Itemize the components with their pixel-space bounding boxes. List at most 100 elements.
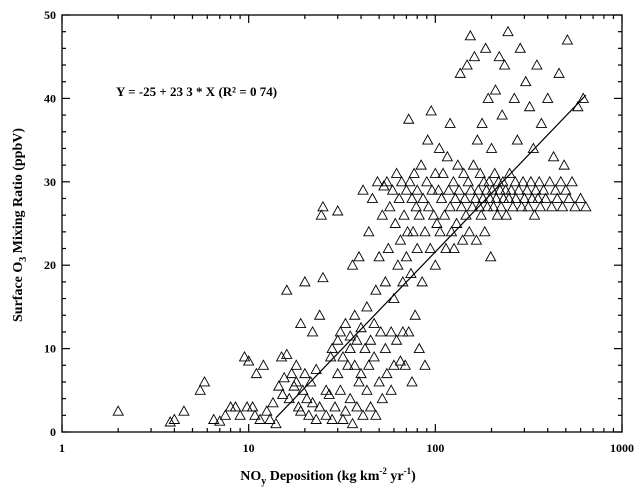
data-point (513, 184, 525, 195)
data-point (437, 167, 449, 178)
plot-frame (61, 14, 623, 433)
data-point (229, 401, 242, 412)
data-point (317, 271, 329, 283)
data-point (488, 167, 501, 178)
data-point (539, 192, 552, 203)
data-point (383, 200, 396, 212)
data-point (468, 50, 481, 62)
data-point (297, 384, 309, 395)
data-point (523, 100, 536, 112)
data-point (522, 200, 535, 212)
data-point (334, 384, 347, 395)
data-point (505, 184, 517, 195)
data-point (566, 175, 578, 187)
data-point (373, 376, 385, 387)
data-point (464, 29, 477, 41)
data-point (483, 175, 495, 187)
data-point (416, 275, 428, 287)
x-axis-label: NOy Deposition (kg km-2 yr-1) (240, 466, 416, 487)
data-point (242, 355, 255, 366)
data-point (469, 192, 482, 203)
data-point (491, 209, 504, 220)
data-point (534, 200, 547, 212)
data-point (514, 42, 527, 53)
data-point (294, 405, 307, 416)
data-point (551, 192, 564, 203)
data-point (508, 92, 521, 103)
data-point (373, 250, 385, 262)
data-point (537, 184, 550, 195)
data-point (569, 200, 581, 212)
data-point (555, 175, 567, 187)
data-point (368, 317, 380, 329)
data-point (497, 175, 509, 187)
data-point (510, 192, 522, 203)
data-point (498, 59, 511, 70)
data-point (257, 359, 270, 370)
data-point (249, 409, 261, 420)
data-point (560, 184, 572, 195)
data-point (370, 409, 382, 420)
data-point (484, 250, 497, 262)
data-point (460, 209, 472, 220)
data-point (219, 409, 232, 420)
data-point (194, 384, 206, 395)
data-point (331, 334, 344, 345)
data-point (267, 396, 279, 408)
data-point (303, 409, 315, 420)
data-point (112, 405, 124, 416)
data-point (481, 200, 494, 212)
data-point (502, 25, 514, 37)
data-point (480, 184, 493, 195)
data-point (361, 300, 373, 312)
regression-annotation: Y = -25 + 23 3 * X (R² = 0 74) (116, 84, 277, 99)
data-point (517, 175, 529, 187)
data-point (404, 175, 416, 187)
data-point (351, 401, 363, 412)
data-point (525, 175, 537, 187)
data-point (394, 355, 407, 366)
data-point (493, 50, 506, 62)
data-point (503, 192, 515, 203)
data-point (363, 359, 375, 370)
data-point (549, 184, 562, 195)
data-point (535, 117, 548, 128)
data-point (438, 209, 451, 220)
data-point (561, 34, 574, 45)
data-point (459, 192, 471, 203)
data-point (543, 175, 556, 187)
data-point (331, 367, 344, 379)
data-point (394, 234, 407, 245)
data-point (503, 167, 516, 178)
axis-ticks (61, 14, 623, 433)
data-point (449, 192, 462, 203)
data-point (515, 200, 528, 212)
data-point (397, 325, 409, 337)
data-point (442, 184, 455, 195)
data-points (112, 25, 592, 429)
data-point (413, 342, 426, 354)
data-point (563, 192, 575, 203)
data-point (361, 384, 373, 395)
data-point (466, 200, 479, 212)
data-point (413, 209, 426, 220)
x-tick-label: 1000 (610, 441, 634, 455)
data-point (440, 242, 452, 253)
data-point (432, 184, 445, 195)
data-point (320, 409, 332, 420)
data-point (370, 284, 382, 295)
data-point (326, 342, 338, 354)
data-point (411, 184, 424, 195)
data-point (299, 367, 311, 379)
data-point (390, 334, 403, 345)
data-point (323, 388, 335, 399)
data-point (178, 405, 190, 416)
data-point (368, 351, 380, 362)
data-point (381, 367, 393, 379)
data-point (294, 317, 307, 329)
data-point (455, 200, 468, 212)
data-point (342, 359, 354, 370)
data-point (385, 384, 397, 395)
data-point (496, 109, 508, 120)
data-point (429, 259, 442, 270)
